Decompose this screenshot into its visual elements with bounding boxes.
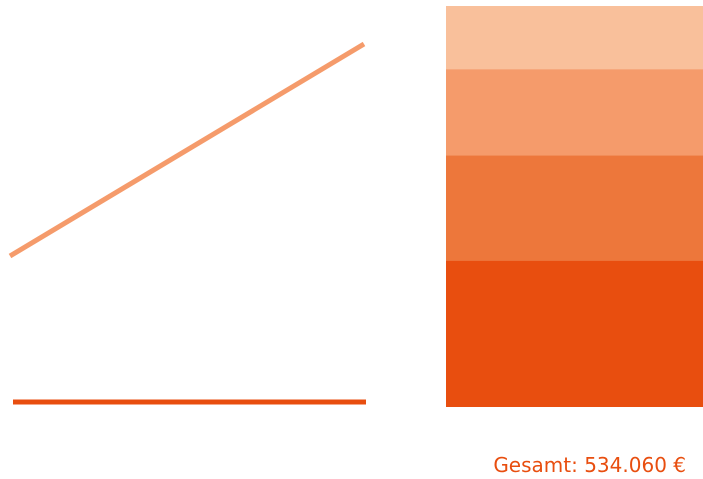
- bar-segment-3: [446, 69, 703, 156]
- bar-segment-2: [446, 155, 703, 261]
- total-label: Gesamt: 534.060 €: [493, 453, 686, 477]
- bar-segment-4: [446, 6, 703, 70]
- bar-segment-1: [446, 260, 703, 407]
- stacked-bar: [446, 6, 703, 407]
- rising-connector-line: [8, 41, 366, 259]
